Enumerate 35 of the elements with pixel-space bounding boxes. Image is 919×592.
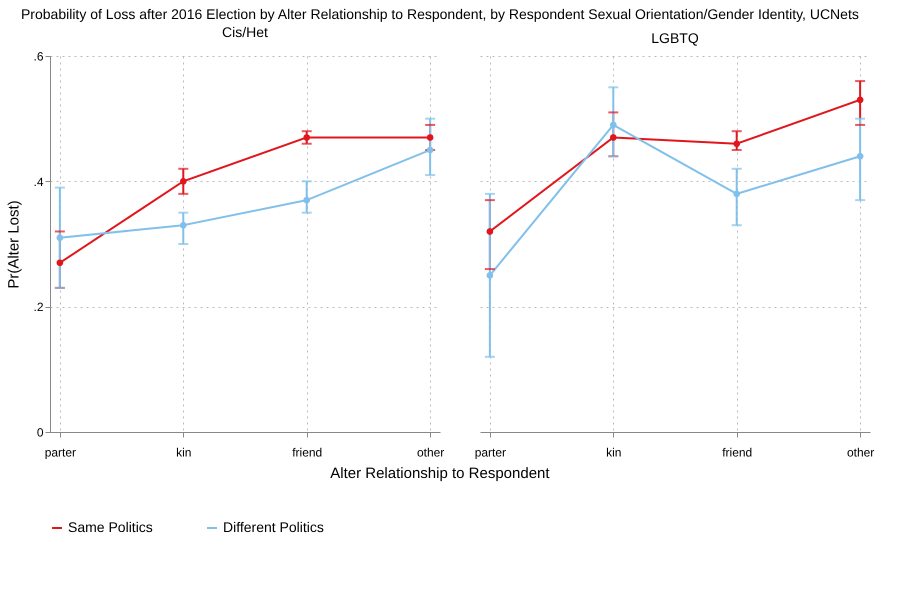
x-tick-label: kin	[176, 446, 192, 460]
x-tick-label: kin	[606, 446, 622, 460]
chart-subtitle: Cis/Het	[222, 24, 268, 40]
y-tick-label: .2	[33, 300, 44, 314]
point	[303, 196, 310, 204]
point	[426, 134, 434, 141]
point	[180, 178, 187, 185]
point	[856, 96, 864, 104]
point	[486, 272, 494, 279]
y-tick-label: .6	[33, 50, 44, 64]
point	[610, 134, 617, 141]
x-tick-label: other	[846, 446, 874, 460]
legend-label: Same Politics	[68, 519, 153, 535]
chart-subtitle: LGBTQ	[651, 30, 699, 46]
point	[426, 146, 434, 154]
legend-label: Different Politics	[223, 519, 324, 535]
x-tick-label: parter	[474, 446, 506, 460]
point	[303, 134, 310, 141]
point	[610, 122, 617, 128]
x-tick-label: friend	[292, 446, 322, 460]
point	[486, 228, 494, 235]
y-axis-title: Pr(Alter Lost)	[5, 200, 22, 289]
point	[856, 152, 864, 160]
x-tick-label: other	[416, 446, 444, 460]
x-axis-title: Alter Relationship to Respondent	[330, 465, 550, 482]
chart-title: Probability of Loss after 2016 Election by Alter Relationship to Respondent, by Respondent Sexual Orientation/Gender Identity, UCNets	[20, 6, 859, 22]
x-tick-label: parter	[44, 446, 76, 460]
point	[733, 140, 740, 148]
y-tick-label: 0	[36, 426, 44, 440]
point	[733, 190, 740, 198]
point	[180, 222, 187, 229]
point	[56, 259, 64, 266]
y-tick-label: .4	[33, 174, 44, 189]
x-tick-label: friend	[722, 446, 752, 460]
point	[56, 234, 64, 242]
